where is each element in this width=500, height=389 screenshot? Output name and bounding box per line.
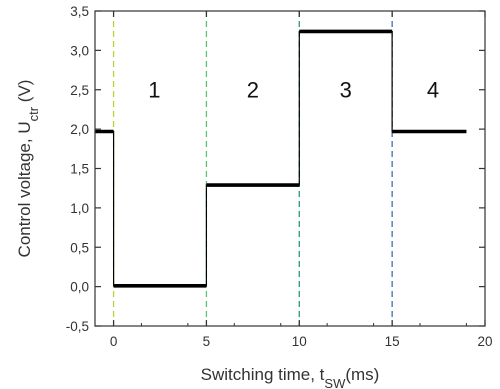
series-layer (95, 29, 467, 288)
y-tick-label: 1,5 (70, 162, 89, 177)
y-tick-label: 0,0 (70, 280, 89, 295)
y-tick-label: 1,0 (70, 201, 89, 216)
y-tick-label: 0,5 (70, 240, 89, 255)
y-tick-label: 3,0 (70, 43, 89, 58)
y-tick-label: 2,0 (70, 122, 89, 137)
y-axis-ticks: -0,5 0,0 0,5 1,0 1,5 2,0 2,5 3,0 3,5 (66, 4, 485, 334)
plot-frame (94, 10, 486, 327)
x-axis-title: Switching time, tSW(ms) (201, 365, 380, 389)
y-tick-label: -0,5 (66, 319, 89, 334)
region-label-1: 1 (148, 78, 160, 103)
y-tick-label: 3,5 (70, 4, 89, 19)
x-axis-ticks: 0 5 10 15 20 (94, 11, 493, 349)
region-label-2: 2 (247, 78, 259, 103)
series-line-0 (95, 30, 467, 287)
region-label-4: 4 (427, 78, 439, 103)
x-tick-label: 15 (385, 334, 400, 349)
x-tick-label: 0 (110, 334, 118, 349)
y-tick-label: 2,5 (70, 83, 89, 98)
region-label-3: 3 (340, 78, 352, 103)
x-tick-label: 10 (292, 334, 307, 349)
y-axis-title: Control voltage, Uctr (V) (15, 80, 41, 258)
region-dividers (112, 11, 393, 326)
x-tick-label: 5 (203, 334, 211, 349)
x-tick-label: 20 (477, 334, 492, 349)
region-labels: 1 2 3 4 (148, 78, 439, 103)
